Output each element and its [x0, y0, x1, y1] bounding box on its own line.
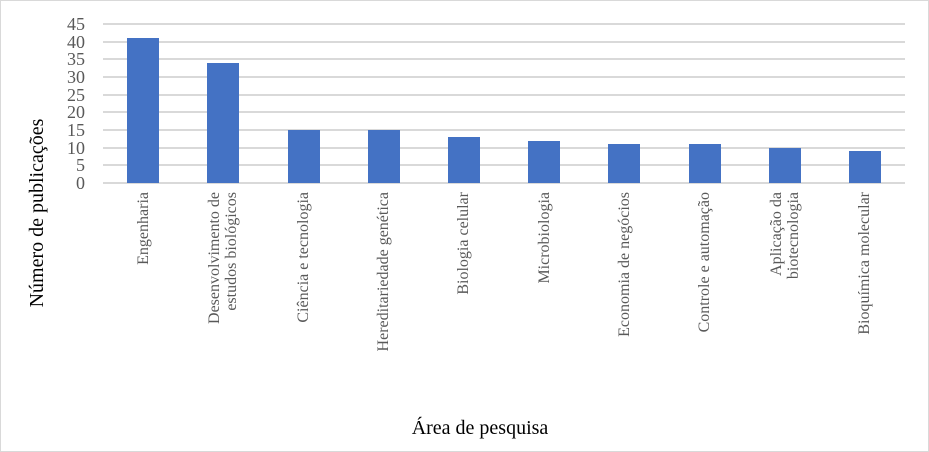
- x-tick-label-line: estudos biológicos: [223, 192, 241, 311]
- y-tick-label: 30: [67, 67, 85, 87]
- gridline: [103, 129, 905, 131]
- plot-area: [103, 23, 905, 184]
- x-tick-label: Microbiologia: [536, 192, 553, 392]
- x-tick-label-line: Economia de negócios: [615, 192, 633, 337]
- x-tick-label: Economia de negócios: [616, 192, 633, 392]
- gridline: [103, 164, 905, 167]
- y-tick-label: 10: [67, 137, 85, 158]
- x-tick-label: Engenharia: [135, 192, 152, 392]
- x-tick-label: Ciência e tecnologia: [295, 192, 312, 392]
- x-axis-title: Área de pesquisa: [411, 417, 549, 439]
- x-tick-label: Hereditariedade genética: [375, 192, 392, 392]
- gridline: [103, 23, 905, 25]
- bar-9: [768, 147, 801, 183]
- bar-4: [367, 130, 400, 183]
- y-tick-label: 25: [67, 84, 85, 105]
- y-tick-label: 5: [76, 155, 85, 176]
- bar-10: [848, 151, 881, 183]
- bar-8: [688, 144, 721, 183]
- gridline: [103, 93, 905, 96]
- bar-1: [127, 38, 160, 183]
- x-tick-label-line: Ciência e tecnologia: [295, 192, 312, 323]
- y-tick-label: 15: [67, 120, 85, 140]
- y-tick-label: 0: [76, 173, 85, 193]
- x-tick-label-line: Engenharia: [134, 192, 152, 265]
- x-tick-label-line: Controle e automação: [696, 192, 713, 333]
- x-tick-label-line: biotecnologia: [784, 192, 802, 280]
- gridline: [103, 40, 905, 43]
- y-tick-label: 20: [67, 102, 85, 123]
- y-tick-label: 45: [67, 14, 85, 34]
- y-axis-title: Número de publicações: [26, 118, 48, 308]
- x-tick-label: Desenvolvimento de estudos biológicos: [206, 192, 240, 392]
- gridline: [103, 58, 905, 61]
- x-tick-label: Biologia celular: [455, 192, 472, 392]
- gridline: [103, 182, 905, 184]
- y-tick-label: 40: [67, 31, 85, 52]
- gridline: [103, 111, 905, 114]
- bar-3: [287, 130, 320, 183]
- bar-7: [608, 144, 641, 183]
- bar-2: [207, 62, 240, 183]
- x-tick-label: Aplicação da biotecnologia: [768, 192, 802, 392]
- gridline: [103, 76, 905, 78]
- gridline: [103, 146, 905, 149]
- x-tick-label-line: Biologia celular: [455, 192, 473, 295]
- x-tick-label-line: Desenvolvimento de: [206, 192, 224, 324]
- bar-5: [447, 137, 480, 183]
- x-tick-label: Controle e automação: [696, 192, 713, 392]
- bar-6: [528, 140, 561, 183]
- y-tick-label: 35: [67, 49, 85, 70]
- x-tick-label-line: Microbiologia: [535, 192, 553, 284]
- x-tick-label-line: Aplicação da: [767, 192, 785, 276]
- x-tick-label-line: Bioquímica molecular: [856, 192, 874, 335]
- x-tick-label-line: Hereditariedade genética: [375, 192, 393, 352]
- x-tick-label: Bioquímica molecular: [856, 192, 873, 392]
